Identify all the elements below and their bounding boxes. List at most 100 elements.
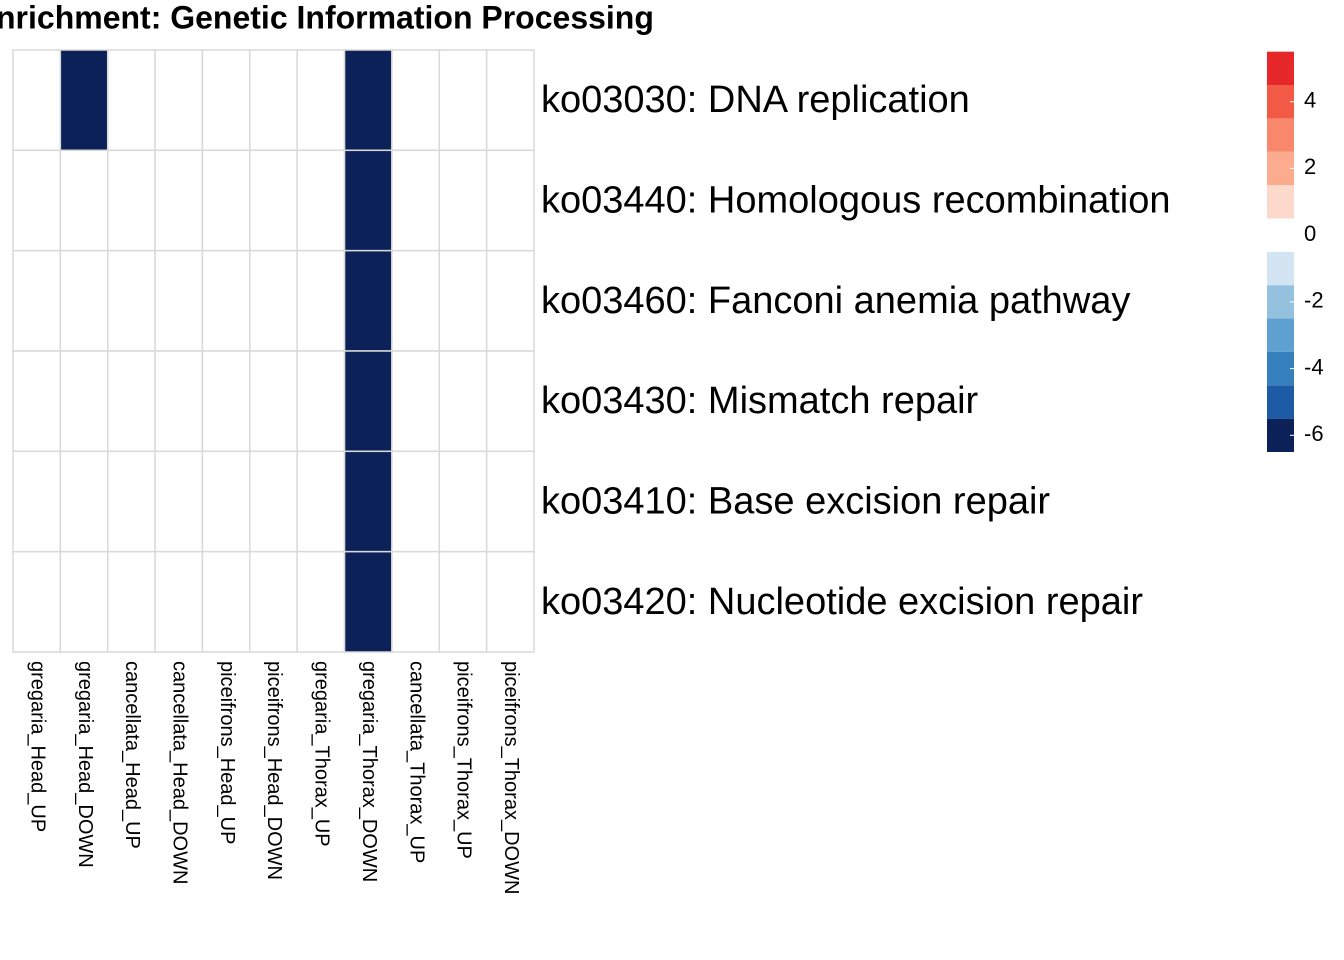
heatmap-cell bbox=[485, 49, 535, 152]
heatmap-cell bbox=[12, 550, 62, 653]
column-label: piceifrons_Thorax_DOWN bbox=[500, 661, 522, 894]
legend-bin bbox=[1267, 318, 1294, 352]
heatmap-cell bbox=[106, 550, 156, 653]
heatmap-cell bbox=[154, 49, 204, 152]
legend-bin bbox=[1267, 151, 1294, 186]
row-label: ko03420: Nucleotide excision repair bbox=[541, 581, 1143, 623]
heatmap-cell bbox=[343, 450, 393, 553]
column-label: cancellata_Head_UP bbox=[121, 661, 143, 849]
heatmap-cell bbox=[391, 550, 441, 653]
legend-tick-label: -2 bbox=[1304, 288, 1324, 313]
heatmap-cell bbox=[201, 49, 251, 152]
legend-tick-label: -6 bbox=[1304, 421, 1324, 446]
column-label: gregaria_Thorax_UP bbox=[311, 661, 333, 847]
column-label: gregaria_Head_DOWN bbox=[74, 661, 96, 868]
heatmap-cell bbox=[201, 149, 251, 252]
heatmap-cell bbox=[485, 350, 535, 453]
column-label: cancellata_Thorax_UP bbox=[405, 661, 427, 863]
heatmap-cell bbox=[343, 249, 393, 352]
heatmap-cell bbox=[249, 450, 298, 553]
heatmap-cell bbox=[59, 350, 109, 453]
heatmap-cell bbox=[438, 49, 488, 152]
heatmap-cell bbox=[343, 49, 393, 152]
heatmap-cell bbox=[249, 249, 298, 352]
heatmap-cell bbox=[249, 350, 298, 453]
heatmap-cell bbox=[154, 149, 204, 252]
heatmap-cell bbox=[391, 350, 441, 453]
heatmap-cell bbox=[391, 450, 441, 553]
chart-title: nrichment: Genetic Information Processin… bbox=[0, 0, 654, 35]
column-label: cancellata_Head_DOWN bbox=[168, 661, 190, 884]
heatmap-cell bbox=[249, 550, 298, 653]
heatmap-cell bbox=[343, 550, 393, 653]
heatmap-cell bbox=[154, 350, 204, 453]
legend-bin bbox=[1267, 285, 1294, 319]
heatmap-cell bbox=[12, 49, 62, 152]
legend-bin bbox=[1267, 51, 1294, 86]
legend-bin bbox=[1267, 351, 1294, 386]
heatmap-cell bbox=[485, 249, 535, 352]
heatmap-cell bbox=[201, 249, 251, 352]
row-label: ko03410: Base excision repair bbox=[541, 481, 1050, 523]
row-label: ko03440: Homologous recombination bbox=[541, 180, 1171, 222]
heatmap-cell bbox=[296, 49, 346, 152]
heatmap-cell bbox=[201, 550, 251, 653]
legend-bin bbox=[1267, 85, 1294, 119]
heatmap-cell bbox=[438, 249, 488, 352]
heatmap-cell bbox=[201, 450, 251, 553]
column-label: gregaria_Thorax_DOWN bbox=[358, 661, 380, 882]
heatmap-cell bbox=[59, 49, 109, 152]
heatmap-cell bbox=[296, 149, 346, 252]
legend-bin bbox=[1267, 251, 1294, 286]
heatmap-cell bbox=[154, 249, 204, 352]
heatmap-cell bbox=[12, 249, 62, 352]
legend-tick-label: -4 bbox=[1304, 354, 1324, 379]
heatmap-cell bbox=[249, 49, 298, 152]
heatmap-cell bbox=[59, 450, 109, 553]
heatmap-cell bbox=[343, 149, 393, 252]
heatmap-cell bbox=[438, 450, 488, 553]
heatmap-cell bbox=[343, 350, 393, 453]
legend-tick-label: 0 bbox=[1304, 221, 1316, 246]
heatmap-cell bbox=[59, 249, 109, 352]
heatmap-cell bbox=[296, 350, 346, 453]
heatmap-cell bbox=[296, 550, 346, 653]
heatmap-cell bbox=[249, 149, 298, 252]
heatmap-cell bbox=[485, 450, 535, 553]
row-label: ko03460: Fanconi anemia pathway bbox=[541, 280, 1130, 322]
heatmap-cell bbox=[12, 450, 62, 553]
heatmap-cell bbox=[59, 149, 109, 252]
column-label: piceifrons_Head_DOWN bbox=[263, 661, 285, 880]
heatmap-cell bbox=[12, 350, 62, 453]
heatmap-cell bbox=[391, 149, 441, 252]
heatmap-cell bbox=[106, 49, 156, 152]
heatmap-cell bbox=[391, 249, 441, 352]
row-label: ko03430: Mismatch repair bbox=[541, 380, 979, 422]
heatmap-cell bbox=[201, 350, 251, 453]
heatmap-cell bbox=[154, 450, 204, 553]
legend-bin bbox=[1267, 218, 1294, 252]
heatmap-cell bbox=[438, 149, 488, 252]
heatmap-cell bbox=[296, 249, 346, 352]
heatmap-cell bbox=[106, 350, 156, 453]
legend-bin bbox=[1267, 418, 1294, 452]
heatmap-cell bbox=[485, 550, 535, 653]
heatmap-cell bbox=[106, 249, 156, 352]
legend-tick-label: 2 bbox=[1304, 154, 1316, 179]
column-label: gregaria_Head_UP bbox=[26, 661, 48, 832]
legend-tick-label: 4 bbox=[1304, 88, 1316, 113]
heatmap-cell bbox=[12, 149, 62, 252]
column-label: piceifrons_Thorax_UP bbox=[453, 661, 475, 859]
heatmap-cell bbox=[106, 149, 156, 252]
heatmap-cell bbox=[59, 550, 109, 653]
heatmap-cell bbox=[438, 350, 488, 453]
heatmap-cell bbox=[154, 550, 204, 653]
row-label: ko03030: DNA replication bbox=[541, 79, 970, 121]
heatmap-cell bbox=[438, 550, 488, 653]
heatmap-cell bbox=[391, 49, 441, 152]
heatmap-cell bbox=[296, 450, 346, 553]
heatmap-cell bbox=[106, 450, 156, 553]
legend-bin bbox=[1267, 118, 1294, 152]
heatmap-cell bbox=[485, 149, 535, 252]
